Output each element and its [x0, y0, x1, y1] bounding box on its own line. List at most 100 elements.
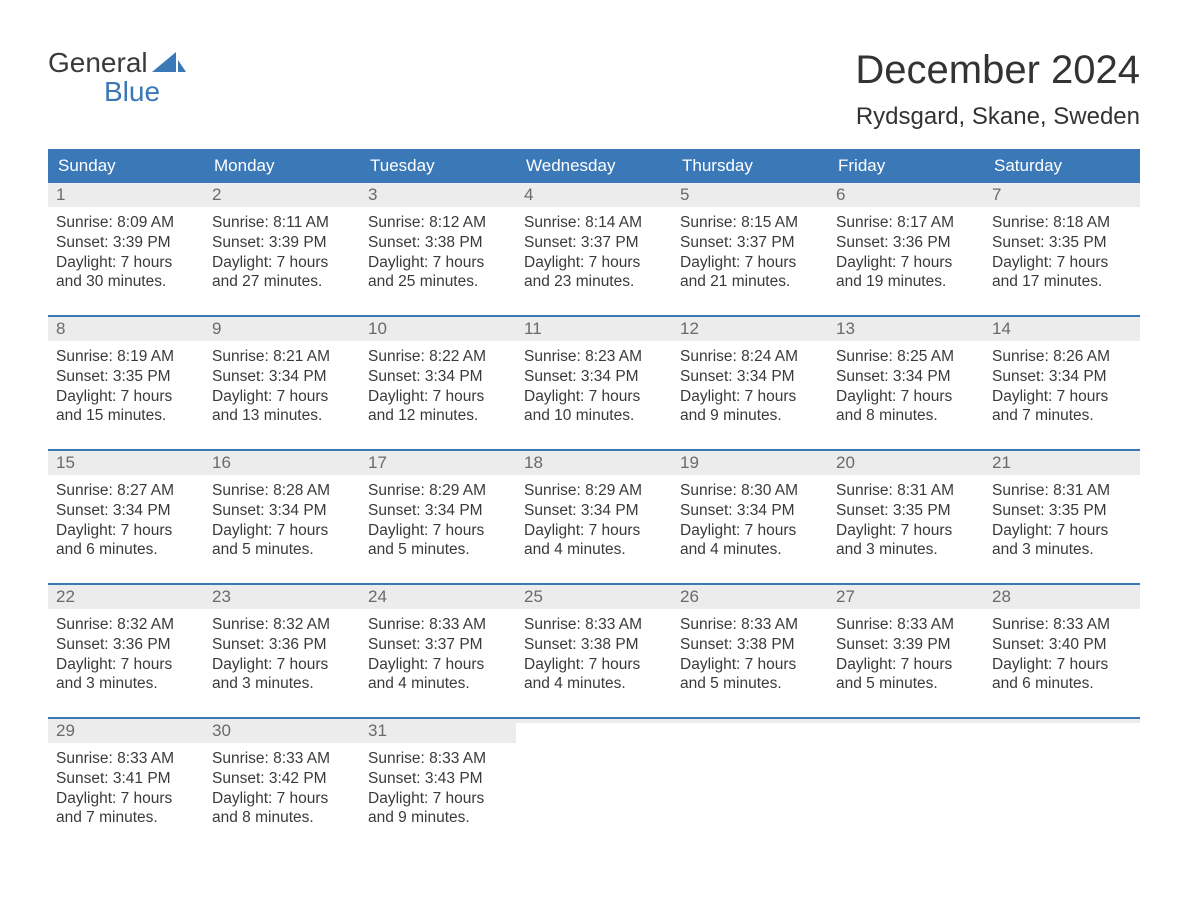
calendar-day: 8Sunrise: 8:19 AMSunset: 3:35 PMDaylight… — [48, 317, 204, 435]
calendar-day: 2Sunrise: 8:11 AMSunset: 3:39 PMDaylight… — [204, 183, 360, 301]
day-number: 6 — [828, 183, 984, 207]
day-details: Sunrise: 8:21 AMSunset: 3:34 PMDaylight:… — [204, 341, 360, 426]
day-details: Sunrise: 8:33 AMSunset: 3:38 PMDaylight:… — [516, 609, 672, 694]
calendar-day — [672, 719, 828, 837]
day-details: Sunrise: 8:26 AMSunset: 3:34 PMDaylight:… — [984, 341, 1140, 426]
brand-logo: General Blue — [48, 48, 186, 107]
day-details: Sunrise: 8:27 AMSunset: 3:34 PMDaylight:… — [48, 475, 204, 560]
calendar-day: 31Sunrise: 8:33 AMSunset: 3:43 PMDayligh… — [360, 719, 516, 837]
calendar-day — [984, 719, 1140, 837]
day-details: Sunrise: 8:31 AMSunset: 3:35 PMDaylight:… — [984, 475, 1140, 560]
day-details: Sunrise: 8:25 AMSunset: 3:34 PMDaylight:… — [828, 341, 984, 426]
calendar-day: 3Sunrise: 8:12 AMSunset: 3:38 PMDaylight… — [360, 183, 516, 301]
calendar-day: 14Sunrise: 8:26 AMSunset: 3:34 PMDayligh… — [984, 317, 1140, 435]
day-number: 9 — [204, 317, 360, 341]
calendar-day: 22Sunrise: 8:32 AMSunset: 3:36 PMDayligh… — [48, 585, 204, 703]
calendar-day: 1Sunrise: 8:09 AMSunset: 3:39 PMDaylight… — [48, 183, 204, 301]
day-number: 7 — [984, 183, 1140, 207]
week-row: 15Sunrise: 8:27 AMSunset: 3:34 PMDayligh… — [48, 449, 1140, 569]
day-details: Sunrise: 8:33 AMSunset: 3:43 PMDaylight:… — [360, 743, 516, 828]
dow-wed: Wednesday — [516, 149, 672, 183]
day-number: 5 — [672, 183, 828, 207]
day-details: Sunrise: 8:33 AMSunset: 3:38 PMDaylight:… — [672, 609, 828, 694]
day-number: 8 — [48, 317, 204, 341]
page-subtitle: Rydsgard, Skane, Sweden — [855, 103, 1140, 131]
calendar-day: 27Sunrise: 8:33 AMSunset: 3:39 PMDayligh… — [828, 585, 984, 703]
day-details: Sunrise: 8:32 AMSunset: 3:36 PMDaylight:… — [204, 609, 360, 694]
dow-tue: Tuesday — [360, 149, 516, 183]
day-details: Sunrise: 8:33 AMSunset: 3:40 PMDaylight:… — [984, 609, 1140, 694]
day-details: Sunrise: 8:29 AMSunset: 3:34 PMDaylight:… — [516, 475, 672, 560]
calendar-day: 7Sunrise: 8:18 AMSunset: 3:35 PMDaylight… — [984, 183, 1140, 301]
day-number — [672, 719, 828, 723]
day-details: Sunrise: 8:18 AMSunset: 3:35 PMDaylight:… — [984, 207, 1140, 292]
week-row: 1Sunrise: 8:09 AMSunset: 3:39 PMDaylight… — [48, 183, 1140, 301]
day-number — [516, 719, 672, 723]
day-details: Sunrise: 8:33 AMSunset: 3:37 PMDaylight:… — [360, 609, 516, 694]
brand-word2: Blue — [48, 77, 186, 106]
day-details: Sunrise: 8:32 AMSunset: 3:36 PMDaylight:… — [48, 609, 204, 694]
day-details: Sunrise: 8:31 AMSunset: 3:35 PMDaylight:… — [828, 475, 984, 560]
calendar-day: 5Sunrise: 8:15 AMSunset: 3:37 PMDaylight… — [672, 183, 828, 301]
day-details: Sunrise: 8:33 AMSunset: 3:41 PMDaylight:… — [48, 743, 204, 828]
day-number: 30 — [204, 719, 360, 743]
calendar-day: 10Sunrise: 8:22 AMSunset: 3:34 PMDayligh… — [360, 317, 516, 435]
day-details: Sunrise: 8:29 AMSunset: 3:34 PMDaylight:… — [360, 475, 516, 560]
day-details: Sunrise: 8:24 AMSunset: 3:34 PMDaylight:… — [672, 341, 828, 426]
day-details: Sunrise: 8:17 AMSunset: 3:36 PMDaylight:… — [828, 207, 984, 292]
dow-thu: Thursday — [672, 149, 828, 183]
day-number: 29 — [48, 719, 204, 743]
calendar-day: 6Sunrise: 8:17 AMSunset: 3:36 PMDaylight… — [828, 183, 984, 301]
day-number: 2 — [204, 183, 360, 207]
dow-row: Sunday Monday Tuesday Wednesday Thursday… — [48, 149, 1140, 183]
day-details: Sunrise: 8:15 AMSunset: 3:37 PMDaylight:… — [672, 207, 828, 292]
day-number: 19 — [672, 451, 828, 475]
day-number: 1 — [48, 183, 204, 207]
day-details: Sunrise: 8:19 AMSunset: 3:35 PMDaylight:… — [48, 341, 204, 426]
day-number: 14 — [984, 317, 1140, 341]
dow-sun: Sunday — [48, 149, 204, 183]
week-row: 8Sunrise: 8:19 AMSunset: 3:35 PMDaylight… — [48, 315, 1140, 435]
calendar-day: 18Sunrise: 8:29 AMSunset: 3:34 PMDayligh… — [516, 451, 672, 569]
dow-sat: Saturday — [984, 149, 1140, 183]
day-details: Sunrise: 8:30 AMSunset: 3:34 PMDaylight:… — [672, 475, 828, 560]
day-number: 21 — [984, 451, 1140, 475]
day-number — [984, 719, 1140, 723]
day-number: 18 — [516, 451, 672, 475]
header: General Blue December 2024 Rydsgard, Ska… — [48, 48, 1140, 131]
calendar-day: 17Sunrise: 8:29 AMSunset: 3:34 PMDayligh… — [360, 451, 516, 569]
day-details: Sunrise: 8:11 AMSunset: 3:39 PMDaylight:… — [204, 207, 360, 292]
day-details: Sunrise: 8:14 AMSunset: 3:37 PMDaylight:… — [516, 207, 672, 292]
calendar-day: 11Sunrise: 8:23 AMSunset: 3:34 PMDayligh… — [516, 317, 672, 435]
day-number: 4 — [516, 183, 672, 207]
calendar-day: 20Sunrise: 8:31 AMSunset: 3:35 PMDayligh… — [828, 451, 984, 569]
calendar-day: 15Sunrise: 8:27 AMSunset: 3:34 PMDayligh… — [48, 451, 204, 569]
day-number: 11 — [516, 317, 672, 341]
calendar-day: 29Sunrise: 8:33 AMSunset: 3:41 PMDayligh… — [48, 719, 204, 837]
dow-fri: Friday — [828, 149, 984, 183]
day-number: 31 — [360, 719, 516, 743]
calendar-day: 13Sunrise: 8:25 AMSunset: 3:34 PMDayligh… — [828, 317, 984, 435]
calendar-day: 16Sunrise: 8:28 AMSunset: 3:34 PMDayligh… — [204, 451, 360, 569]
day-number: 10 — [360, 317, 516, 341]
calendar-day: 21Sunrise: 8:31 AMSunset: 3:35 PMDayligh… — [984, 451, 1140, 569]
day-number: 15 — [48, 451, 204, 475]
calendar-day: 28Sunrise: 8:33 AMSunset: 3:40 PMDayligh… — [984, 585, 1140, 703]
day-details: Sunrise: 8:23 AMSunset: 3:34 PMDaylight:… — [516, 341, 672, 426]
dow-mon: Monday — [204, 149, 360, 183]
day-details: Sunrise: 8:12 AMSunset: 3:38 PMDaylight:… — [360, 207, 516, 292]
day-number: 28 — [984, 585, 1140, 609]
calendar-day: 26Sunrise: 8:33 AMSunset: 3:38 PMDayligh… — [672, 585, 828, 703]
sail-icon — [152, 48, 186, 77]
day-details: Sunrise: 8:22 AMSunset: 3:34 PMDaylight:… — [360, 341, 516, 426]
day-number: 12 — [672, 317, 828, 341]
day-number: 22 — [48, 585, 204, 609]
day-number: 3 — [360, 183, 516, 207]
day-number: 13 — [828, 317, 984, 341]
calendar-day: 12Sunrise: 8:24 AMSunset: 3:34 PMDayligh… — [672, 317, 828, 435]
calendar: Sunday Monday Tuesday Wednesday Thursday… — [48, 149, 1140, 837]
day-number: 23 — [204, 585, 360, 609]
brand-word1: General — [48, 48, 148, 77]
calendar-day: 23Sunrise: 8:32 AMSunset: 3:36 PMDayligh… — [204, 585, 360, 703]
day-number: 24 — [360, 585, 516, 609]
